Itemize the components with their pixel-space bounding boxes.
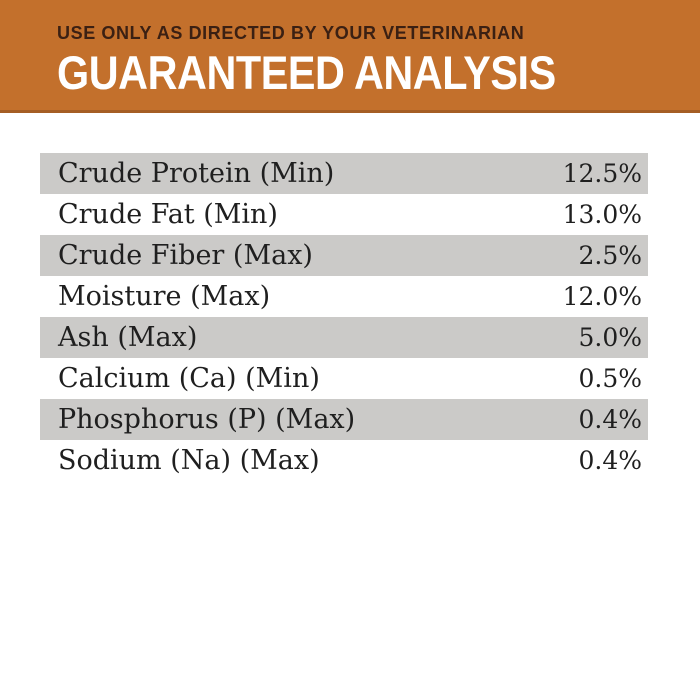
table-row: Crude Protein (Min) 12.5% (40, 153, 648, 194)
nutrient-value: 0.4% (578, 446, 642, 475)
table-row: Crude Fat (Min) 13.0% (40, 194, 648, 235)
nutrient-value: 12.0% (562, 282, 642, 311)
nutrient-label: Sodium (Na) (Max) (58, 445, 320, 476)
nutrient-label: Phosphorus (P) (Max) (58, 404, 356, 435)
nutrient-value: 0.5% (578, 364, 642, 393)
table-row: Moisture (Max) 12.0% (40, 276, 648, 317)
nutrient-value: 13.0% (562, 200, 642, 229)
table-row: Ash (Max) 5.0% (40, 317, 648, 358)
nutrient-value: 5.0% (578, 323, 642, 352)
analysis-table: Crude Protein (Min) 12.5% Crude Fat (Min) 1… (40, 153, 648, 481)
nutrient-label: Moisture (Max) (58, 281, 271, 312)
nutrient-label: Ash (Max) (58, 322, 198, 353)
header-band: USE ONLY AS DIRECTED BY YOUR VETERINARIA… (0, 0, 700, 113)
nutrient-label: Crude Fiber (Max) (58, 240, 313, 271)
nutrient-label: Crude Fat (Min) (58, 199, 278, 230)
nutrient-value: 2.5% (578, 241, 642, 270)
nutrient-label: Calcium (Ca) (Min) (58, 363, 320, 394)
nutrient-label: Crude Protein (Min) (58, 158, 335, 189)
page-title: GUARANTEED ANALYSIS (57, 46, 556, 99)
table-row: Sodium (Na) (Max) 0.4% (40, 440, 648, 481)
veterinarian-directive-text: USE ONLY AS DIRECTED BY YOUR VETERINARIA… (57, 23, 525, 43)
header-content: USE ONLY AS DIRECTED BY YOUR VETERINARIA… (0, 0, 700, 96)
table-row: Crude Fiber (Max) 2.5% (40, 235, 648, 276)
nutrient-value: 12.5% (562, 159, 642, 188)
table-row: Phosphorus (P) (Max) 0.4% (40, 399, 648, 440)
table-row: Calcium (Ca) (Min) 0.5% (40, 358, 648, 399)
nutrient-value: 0.4% (578, 405, 642, 434)
